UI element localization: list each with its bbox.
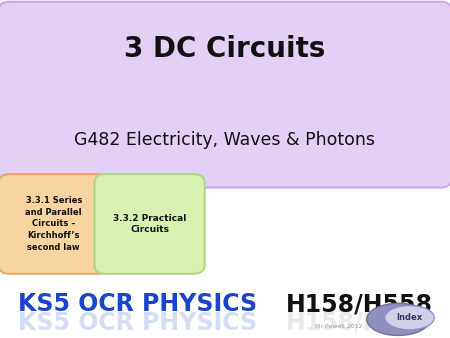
Text: 3.3.2 Practical
Circuits: 3.3.2 Practical Circuits bbox=[113, 214, 186, 234]
Text: KS5 OCR PHYSICS: KS5 OCR PHYSICS bbox=[18, 292, 266, 316]
Text: KS5 OCR PHYSICS: KS5 OCR PHYSICS bbox=[18, 311, 266, 335]
Ellipse shape bbox=[367, 304, 430, 335]
FancyBboxPatch shape bbox=[0, 174, 109, 274]
Text: 3.3.1 Series
and Parallel
Circuits –
Kirchhoff’s
second law: 3.3.1 Series and Parallel Circuits – Kir… bbox=[26, 196, 82, 252]
FancyBboxPatch shape bbox=[94, 174, 205, 274]
Text: G482 Electricity, Waves & Photons: G482 Electricity, Waves & Photons bbox=[75, 131, 375, 149]
Text: H158/H558: H158/H558 bbox=[286, 292, 433, 316]
Text: H158/H558: H158/H558 bbox=[286, 311, 433, 335]
Text: Index: Index bbox=[396, 313, 423, 322]
FancyBboxPatch shape bbox=[0, 2, 450, 188]
Text: 3 DC Circuits: 3 DC Circuits bbox=[124, 35, 326, 63]
Text: Mr Powell 2012: Mr Powell 2012 bbox=[315, 324, 363, 329]
Ellipse shape bbox=[385, 306, 434, 330]
